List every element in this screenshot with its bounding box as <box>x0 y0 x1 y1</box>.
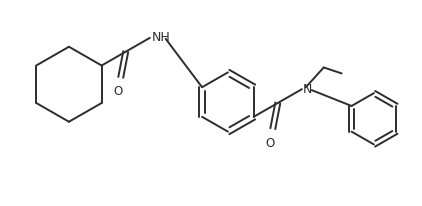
Text: N: N <box>303 82 312 95</box>
Text: O: O <box>113 85 122 98</box>
Text: NH: NH <box>152 31 170 44</box>
Text: O: O <box>265 136 274 149</box>
